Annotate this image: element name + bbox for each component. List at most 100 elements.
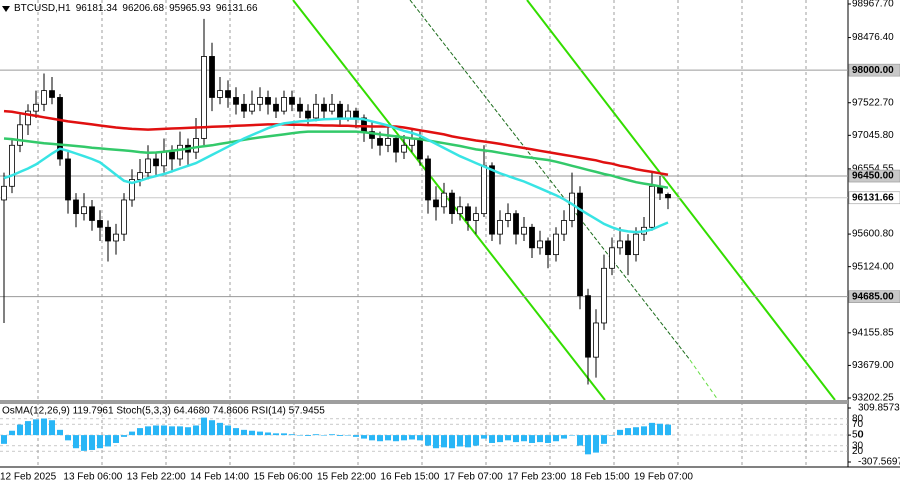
osma-bar [1, 435, 7, 444]
osma-bar [345, 435, 351, 436]
osma-bar [633, 427, 639, 436]
stoch-tick-label: 30 [852, 440, 864, 451]
osma-bar [17, 424, 23, 436]
osma-bar [97, 435, 103, 449]
candle-body [513, 213, 519, 235]
x-tick-label: 14 Feb 14:00 [190, 472, 249, 483]
candle-body [617, 240, 623, 249]
osma-bar [41, 418, 47, 436]
y-tick-label: 93202.25 [852, 393, 894, 404]
candle-body [337, 103, 343, 119]
candle-body [353, 110, 359, 119]
osma-bar [577, 435, 583, 446]
candle-body [193, 138, 199, 153]
osma-bar [561, 435, 567, 439]
candle-body [305, 110, 311, 119]
symbol-header: BTCUSD,H1 96181.34 96206.68 95965.93 96131.6… [14, 3, 258, 14]
candle-body [489, 165, 495, 235]
osma-bar [417, 435, 423, 441]
candle-body [161, 151, 167, 167]
price-level-label: 94685.00 [852, 291, 894, 302]
osma-bar [161, 425, 167, 436]
osma-bar [25, 421, 31, 436]
price-level-box [848, 63, 900, 77]
candle-body [17, 124, 23, 146]
price-level-label: 98000.00 [852, 65, 894, 76]
osma-bar [505, 435, 511, 441]
osma-bar [129, 431, 135, 436]
candle-body [137, 172, 143, 180]
candle-body [257, 97, 263, 105]
candle-body [97, 220, 103, 228]
osma-bar [49, 420, 55, 436]
candle-body [169, 151, 175, 160]
osma-bar [273, 433, 279, 436]
x-tick-label: 17 Feb 23:00 [507, 472, 566, 483]
osma-bar [297, 435, 303, 436]
osma-bar [57, 429, 63, 436]
candle-body [129, 179, 135, 201]
x-tick-label: 13 Feb 06:00 [63, 472, 122, 483]
stoch-tick-label: 80 [852, 413, 864, 424]
osma-bar [169, 426, 175, 436]
candle-body [241, 103, 247, 112]
osma-bar [177, 426, 183, 436]
osma-bar [121, 435, 127, 437]
x-tick-label: 12 Feb 2025 [0, 472, 57, 483]
osma-bar [409, 435, 415, 440]
trend-line [409, 0, 691, 361]
candle-body [497, 220, 503, 235]
candle-body [145, 158, 151, 174]
osma-bar [33, 419, 39, 436]
sub-tick-label: 309.8573 [858, 403, 900, 414]
x-tick-label: 15 Feb 06:00 [254, 472, 313, 483]
osma-bar [305, 435, 311, 436]
candle-body [465, 206, 471, 221]
osma-bar [465, 435, 471, 448]
osma-bar [569, 435, 575, 436]
osma-bar [241, 429, 247, 436]
osma-bar [201, 417, 207, 436]
osma-bar [377, 435, 383, 442]
osma-bar [457, 435, 463, 447]
menu-arrow[interactable] [2, 6, 10, 12]
candle-body [1, 185, 7, 201]
osma-bar [233, 428, 239, 436]
candle-body [201, 56, 207, 139]
osma-bar [529, 435, 535, 443]
y-tick-label: 97522.70 [852, 97, 894, 108]
header-value: 96181.34 [76, 3, 118, 14]
candle-body [481, 165, 487, 215]
osma-bar [425, 435, 431, 446]
candle-body [369, 131, 375, 139]
header-value: 96131.66 [216, 3, 258, 14]
y-tick-label: 95600.80 [852, 229, 894, 240]
x-tick-label: 18 Feb 15:00 [571, 472, 630, 483]
osma-bar [641, 426, 647, 436]
osma-bar [513, 435, 519, 443]
osma-bar [553, 435, 559, 442]
candle-body [25, 110, 31, 126]
candle-body [665, 194, 671, 199]
y-tick-label: 93679.00 [852, 360, 894, 371]
candle-body [433, 199, 439, 208]
osma-bar [193, 425, 199, 436]
candle-body [345, 110, 351, 119]
y-tick-label: 98967.70 [852, 0, 894, 10]
stoch-tick-label: 20 [852, 446, 864, 457]
candle-body [521, 226, 527, 235]
osma-bar [257, 431, 263, 436]
candle-body [401, 144, 407, 153]
candle-body [569, 192, 575, 221]
osma-bar [153, 425, 159, 436]
osma-bar [441, 435, 447, 448]
candle-body [209, 56, 215, 98]
osma-bar [185, 427, 191, 436]
candle-body [609, 247, 615, 269]
candle-body [505, 213, 511, 221]
moving-average [3, 130, 669, 189]
candle-body [57, 97, 63, 160]
candle-body [425, 158, 431, 201]
osma-bar [393, 435, 399, 442]
osma-bar [481, 435, 487, 439]
